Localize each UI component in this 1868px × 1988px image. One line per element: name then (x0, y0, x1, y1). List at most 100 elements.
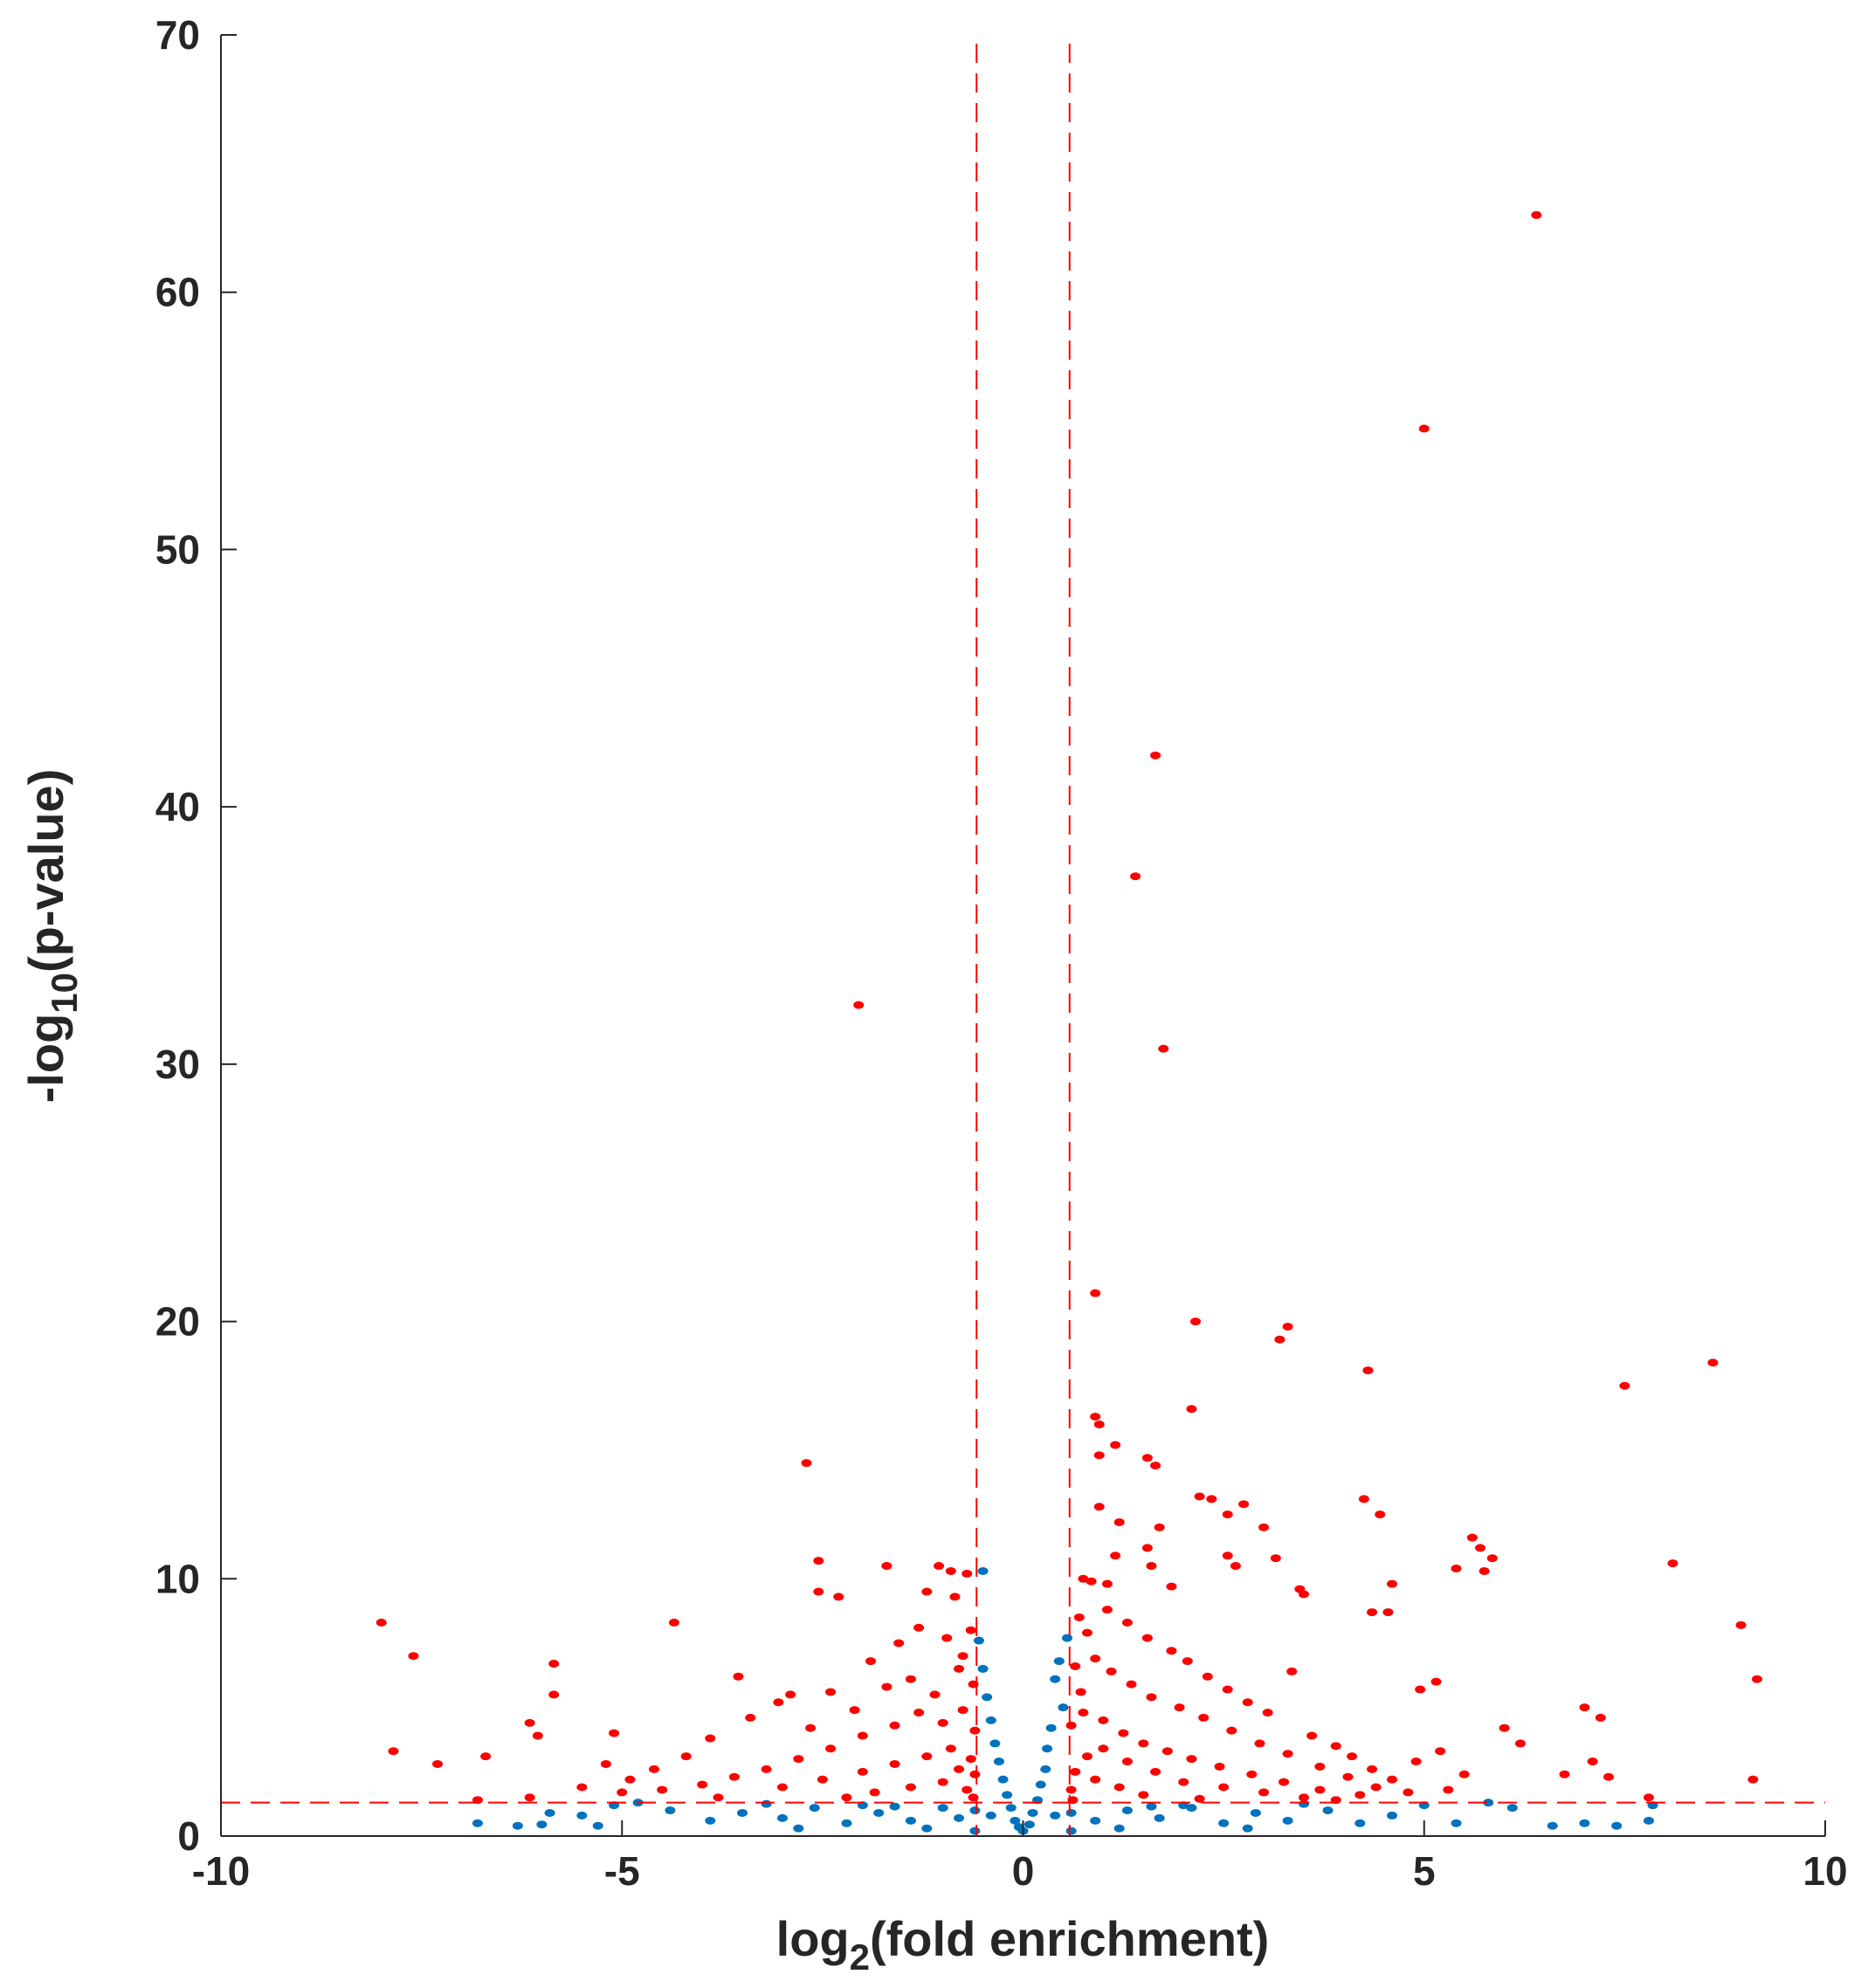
data-point (889, 1802, 900, 1811)
data-point (849, 1706, 860, 1715)
data-point (1242, 1824, 1253, 1833)
data-point (934, 1562, 945, 1571)
data-point (1222, 1510, 1233, 1519)
y-tick-label: 10 (155, 1556, 200, 1601)
data-point (1342, 1772, 1354, 1781)
data-point (665, 1806, 676, 1815)
data-point (1246, 1770, 1258, 1778)
data-point (617, 1788, 628, 1797)
data-point (1146, 1693, 1157, 1702)
data-point (1354, 1819, 1366, 1827)
data-point (1415, 1685, 1426, 1694)
data-point (624, 1775, 636, 1784)
data-point (1358, 1495, 1369, 1503)
data-point (954, 1813, 965, 1822)
data-point (921, 1587, 933, 1596)
x-tick-label: -10 (192, 1848, 250, 1894)
data-point (480, 1752, 492, 1761)
data-point (1370, 1783, 1382, 1792)
data-point (1451, 1819, 1462, 1827)
data-point (1158, 1044, 1169, 1053)
data-point (785, 1690, 796, 1699)
data-point (609, 1729, 620, 1737)
y-tick-label: 70 (155, 12, 200, 58)
data-point (813, 1557, 824, 1565)
data-point (728, 1772, 740, 1781)
data-point (985, 1811, 996, 1819)
data-point (954, 1664, 965, 1673)
data-point (1058, 1703, 1069, 1712)
data-point (1222, 1685, 1233, 1694)
data-point (1070, 1661, 1081, 1670)
data-point (1065, 1826, 1077, 1835)
data-point (1198, 1713, 1210, 1722)
data-point (1603, 1772, 1615, 1781)
data-point (905, 1675, 916, 1683)
data-point (1166, 1647, 1177, 1655)
data-point (737, 1808, 748, 1817)
data-point (1514, 1739, 1526, 1748)
data-point (1218, 1783, 1230, 1792)
data-point (431, 1759, 443, 1768)
data-point (1375, 1510, 1386, 1519)
threshold-lines (221, 44, 1825, 1836)
data-point (1110, 1551, 1121, 1560)
data-point (825, 1688, 837, 1696)
y-tick-label: 50 (155, 526, 200, 572)
data-point (472, 1819, 483, 1827)
data-point (865, 1657, 876, 1666)
data-point (1106, 1667, 1117, 1675)
data-point (1073, 1613, 1085, 1621)
data-point (1050, 1675, 1061, 1683)
data-point (921, 1824, 933, 1833)
data-point (841, 1793, 852, 1802)
data-point (977, 1664, 989, 1673)
data-point (1090, 1775, 1101, 1784)
data-point (969, 1806, 981, 1815)
data-point (1062, 1634, 1073, 1642)
data-point (1141, 1634, 1153, 1642)
data-point (809, 1804, 820, 1813)
data-point (1619, 1381, 1630, 1390)
data-point (977, 1566, 989, 1575)
data-point (1194, 1794, 1205, 1803)
data-point (1747, 1775, 1759, 1784)
data-point (969, 1826, 981, 1835)
data-point (1322, 1806, 1334, 1815)
data-point (1559, 1770, 1570, 1778)
data-point (1238, 1500, 1250, 1509)
data-point (1735, 1620, 1747, 1629)
data-point (817, 1775, 828, 1784)
data-point (1254, 1739, 1265, 1748)
data-point (1314, 1762, 1326, 1771)
data-point (1121, 1618, 1133, 1627)
data-point (1093, 1503, 1105, 1511)
data-point (1483, 1799, 1494, 1807)
data-point (1202, 1672, 1213, 1681)
data-point (1040, 1764, 1051, 1773)
data-point (1050, 1811, 1061, 1819)
data-point (776, 1783, 788, 1792)
data-point (1194, 1492, 1205, 1501)
axes (220, 35, 1825, 1837)
data-point (1367, 1764, 1378, 1773)
data-point (1065, 1721, 1077, 1730)
data-point (945, 1566, 956, 1575)
data-point (1475, 1544, 1486, 1552)
data-point (937, 1718, 948, 1727)
data-point (1070, 1767, 1081, 1776)
data-point (921, 1752, 933, 1761)
data-point (869, 1788, 880, 1797)
data-point (1367, 1608, 1378, 1617)
data-point (1751, 1675, 1762, 1683)
data-point (1121, 1758, 1133, 1766)
data-point (1362, 1366, 1374, 1375)
data-point (1347, 1752, 1358, 1761)
data-point (954, 1764, 965, 1773)
data-point (853, 1001, 865, 1009)
data-point (1282, 1750, 1293, 1758)
data-point (1667, 1559, 1678, 1568)
data-point (1186, 1804, 1197, 1813)
data-point (841, 1819, 852, 1827)
